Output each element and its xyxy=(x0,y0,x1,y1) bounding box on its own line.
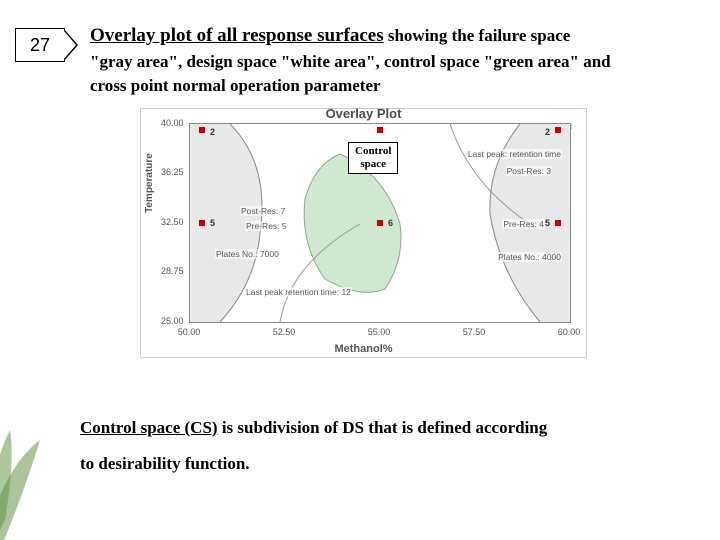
page-number: 27 xyxy=(15,28,65,62)
xtick: 55.00 xyxy=(368,327,391,337)
title-line3: cross point normal operation parameter xyxy=(90,76,381,95)
cs-term: Control space (CS) xyxy=(80,418,218,437)
point-label: 2 xyxy=(210,127,215,137)
title-line2: "gray area", design space "white area", … xyxy=(90,52,611,71)
annotation: Pre-Res: 5 xyxy=(245,221,288,231)
title-underline: Overlay plot of all response surfaces xyxy=(90,25,384,46)
decorative-leaf xyxy=(0,0,90,540)
cs-line2: to desirability function. xyxy=(80,454,250,473)
xtick: 60.00 xyxy=(558,327,581,337)
ytick: 36.25 xyxy=(161,167,184,177)
footer-definition: Control space (CS) is subdivision of DS … xyxy=(80,410,700,481)
data-point xyxy=(199,220,205,226)
annotation: Last peak: retention time xyxy=(467,149,562,159)
xtick: 57.50 xyxy=(463,327,486,337)
plot-area: 5 2 6 5 2 Post-Res: 7 Pre-Res: 5 Plates … xyxy=(189,123,571,323)
point-label: 6 xyxy=(388,218,393,228)
data-point xyxy=(377,127,383,133)
arrow-right-icon xyxy=(64,29,78,61)
annotation: Post-Res: 7 xyxy=(240,206,286,216)
data-point xyxy=(555,127,561,133)
point-label: 5 xyxy=(545,218,550,228)
annotation: Pre-Res: 4 xyxy=(502,219,545,229)
data-point xyxy=(199,127,205,133)
ytick: 40.00 xyxy=(161,118,184,128)
heading: Overlay plot of all response surfaces sh… xyxy=(90,22,720,99)
chart-title: Overlay Plot xyxy=(141,106,586,121)
overlay-plot: Overlay Plot Asymmetry: 0.93 Temperature… xyxy=(140,108,587,358)
title-rest1: showing the failure space xyxy=(384,26,571,45)
page-number-badge: 27 xyxy=(15,28,78,62)
ytick: 28.75 xyxy=(161,266,184,276)
y-axis-label: Temperature xyxy=(144,153,155,213)
data-point xyxy=(377,220,383,226)
ytick: 32.50 xyxy=(161,217,184,227)
annotation: Post-Res: 3 xyxy=(506,166,552,176)
annotation: Plates No.: 7000 xyxy=(215,249,280,259)
cs-rest: is subdivision of DS that is defined acc… xyxy=(218,418,548,437)
annotation: Last peak retention time: 12 xyxy=(245,287,352,297)
data-point xyxy=(555,220,561,226)
point-label: 2 xyxy=(545,127,550,137)
xtick: 50.00 xyxy=(178,327,201,337)
point-label: 5 xyxy=(210,218,215,228)
control-space-label: Control space xyxy=(348,142,398,174)
ytick: 25.00 xyxy=(161,316,184,326)
annotation: Plates No.: 4000 xyxy=(497,252,562,262)
xtick: 52.50 xyxy=(273,327,296,337)
x-axis-label: Methanol% xyxy=(141,343,586,355)
